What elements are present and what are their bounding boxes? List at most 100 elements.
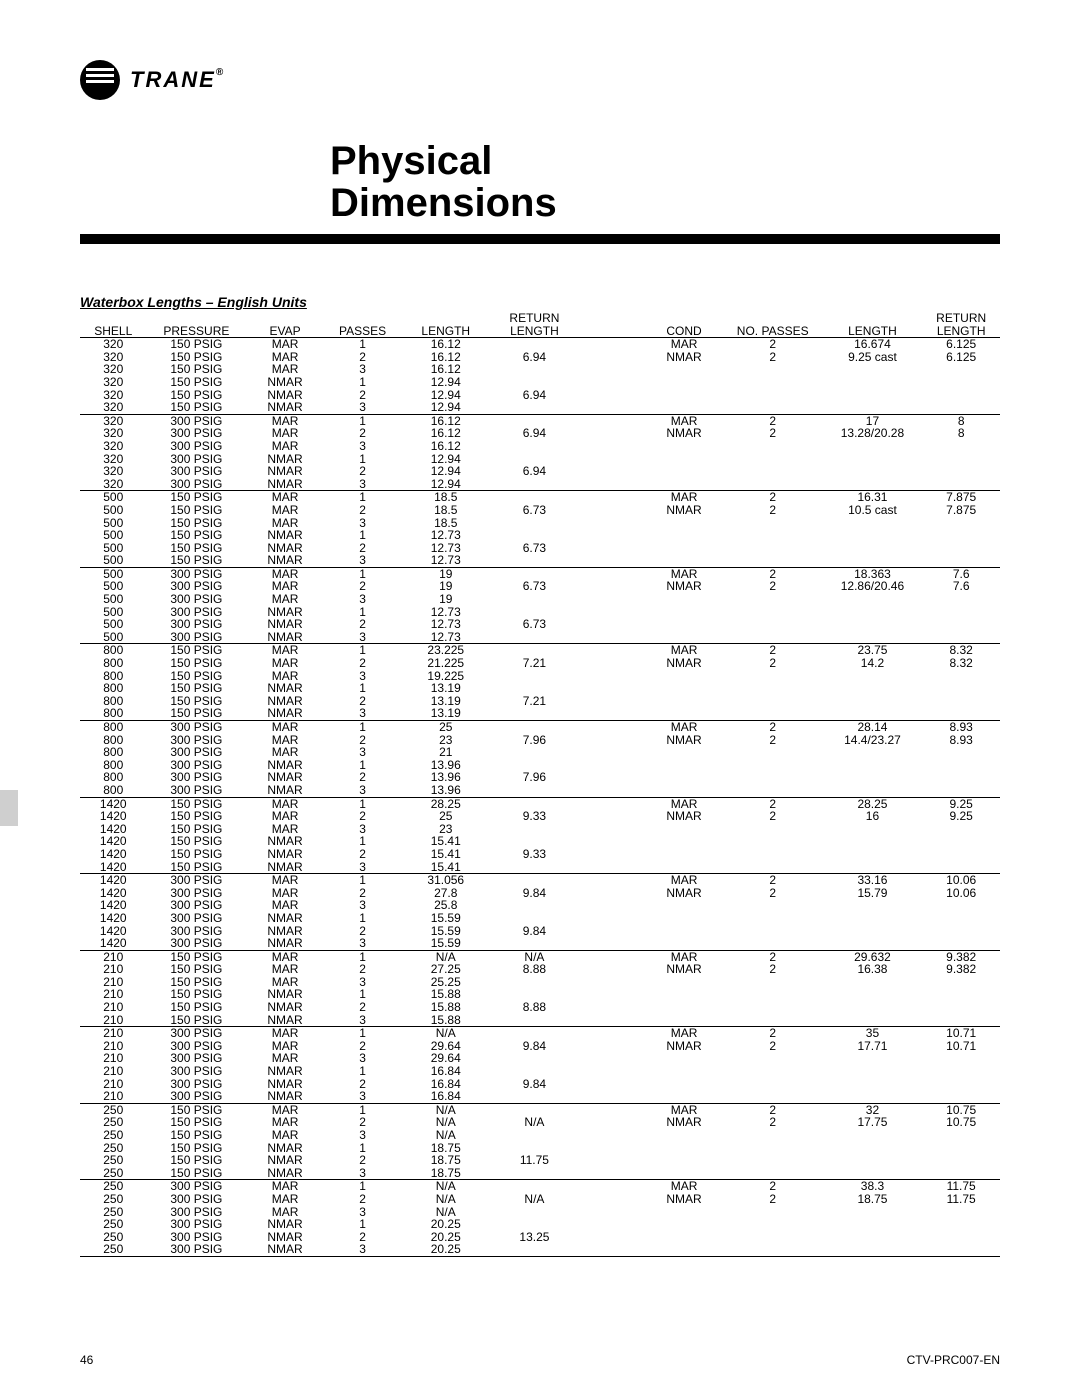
table-cell	[579, 1167, 646, 1180]
table-cell	[723, 976, 823, 989]
table-cell	[490, 682, 579, 695]
col-header-top	[80, 312, 147, 325]
table-cell: 300 PSIG	[147, 440, 247, 453]
table-cell	[490, 1052, 579, 1065]
table-cell	[723, 682, 823, 695]
table-cell: 1	[324, 376, 402, 389]
table-cell: 300 PSIG	[147, 1180, 247, 1193]
table-cell: 16.12	[401, 440, 490, 453]
table-cell	[723, 631, 823, 644]
table-cell	[490, 912, 579, 925]
table-cell: 31.056	[401, 874, 490, 887]
table-cell	[823, 707, 923, 720]
table-cell	[823, 912, 923, 925]
page-number: 46	[80, 1353, 93, 1367]
table-cell	[823, 925, 923, 938]
table-cell: NMAR	[246, 682, 324, 695]
table-cell: 1	[324, 912, 402, 925]
col-header-top	[823, 312, 923, 325]
table-cell: 12.73	[401, 631, 490, 644]
table-cell: 16.84	[401, 1065, 490, 1078]
table-cell	[579, 848, 646, 861]
table-cell: 1	[324, 1027, 402, 1040]
table-cell	[823, 988, 923, 1001]
table-cell: MAR	[246, 874, 324, 887]
table-cell	[723, 1154, 823, 1167]
table-cell	[823, 1231, 923, 1244]
table-cell	[823, 695, 923, 708]
table-cell	[645, 1218, 723, 1231]
table-row: 210300 PSIGNMAR316.84	[80, 1090, 1000, 1103]
col-header: COND	[645, 325, 723, 338]
table-cell	[922, 542, 1000, 555]
table-cell	[645, 618, 723, 631]
table-cell: 6.73	[490, 542, 579, 555]
table-cell: 7.21	[490, 695, 579, 708]
table-cell	[579, 376, 646, 389]
brand-reg: ®	[216, 67, 225, 78]
table-cell: 3	[324, 440, 402, 453]
table-cell	[645, 363, 723, 376]
table-cell	[922, 517, 1000, 530]
table-cell	[922, 784, 1000, 797]
col-header-top	[246, 312, 324, 325]
table-cell: 6.73	[490, 504, 579, 517]
table-cell	[645, 1052, 723, 1065]
table-cell	[922, 1052, 1000, 1065]
table-cell	[645, 746, 723, 759]
table-cell: 300 PSIG	[147, 874, 247, 887]
table-cell	[490, 1129, 579, 1142]
table-cell: NMAR	[645, 963, 723, 976]
col-header-top	[324, 312, 402, 325]
table-cell	[922, 682, 1000, 695]
table-cell	[723, 465, 823, 478]
table-cell	[645, 937, 723, 950]
table-cell: NMAR	[246, 707, 324, 720]
table-row: 500150 PSIGNMAR112.73	[80, 529, 1000, 542]
table-row: 320150 PSIGMAR116.12MAR216.6746.125	[80, 338, 1000, 351]
table-row: 210300 PSIGMAR1N/AMAR23510.71	[80, 1027, 1000, 1040]
table-cell	[823, 682, 923, 695]
table-cell: NMAR	[246, 912, 324, 925]
table-cell: 300 PSIG	[147, 478, 247, 491]
table-cell: 6.73	[490, 618, 579, 631]
table-row: 210300 PSIGNMAR116.84	[80, 1065, 1000, 1078]
page-title: Physical Dimensions	[330, 140, 1000, 224]
table-cell: 320	[80, 401, 147, 414]
table-cell	[490, 721, 579, 734]
table-cell	[723, 1142, 823, 1155]
table-cell	[579, 618, 646, 631]
table-cell: 300 PSIG	[147, 721, 247, 734]
table-cell	[645, 771, 723, 784]
table-cell: 16.38	[823, 963, 923, 976]
table-cell	[723, 1243, 823, 1256]
table-cell	[645, 517, 723, 530]
table-row: 1420150 PSIGNMAR215.419.33	[80, 848, 1000, 861]
table-cell: MAR	[246, 810, 324, 823]
table-cell: 300 PSIG	[147, 937, 247, 950]
table-cell: 320	[80, 440, 147, 453]
table-cell	[579, 823, 646, 836]
table-cell: 7.6	[922, 580, 1000, 593]
table-cell	[645, 848, 723, 861]
table-cell: 15.88	[401, 1014, 490, 1027]
table-cell: 2	[324, 465, 402, 478]
table-cell	[922, 453, 1000, 466]
table-cell	[823, 389, 923, 402]
table-cell: 8.88	[490, 963, 579, 976]
table-cell: 16.674	[823, 338, 923, 351]
table-cell: 10.06	[922, 874, 1000, 887]
table-cell: 12.94	[401, 401, 490, 414]
table-cell: 3	[324, 784, 402, 797]
table-cell: 250	[80, 1218, 147, 1231]
table-cell: NMAR	[246, 618, 324, 631]
table-cell	[579, 887, 646, 900]
table-cell	[490, 1243, 579, 1256]
table-cell: 6.94	[490, 351, 579, 364]
table-cell	[723, 389, 823, 402]
table-cell: 2	[324, 657, 402, 670]
table-row: 800300 PSIGMAR125MAR228.148.93	[80, 721, 1000, 734]
table-cell: 15.41	[401, 848, 490, 861]
table-cell: 150 PSIG	[147, 529, 247, 542]
table-cell: 38.3	[823, 1180, 923, 1193]
